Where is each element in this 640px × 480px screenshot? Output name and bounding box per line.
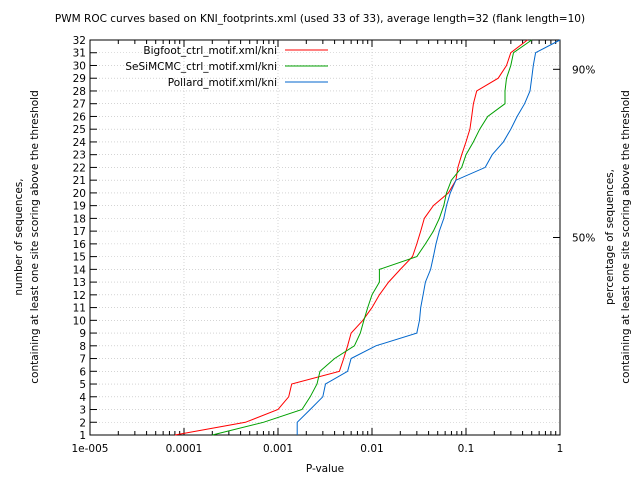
- y-tick-label: 10: [73, 315, 86, 327]
- y-tick-label: 25: [73, 124, 86, 136]
- y-tick-label: 32: [73, 35, 86, 47]
- y-tick-label: 31: [73, 48, 86, 60]
- legend-label-3: Pollard_motif.xml/kni: [168, 77, 277, 89]
- series-line-2: [212, 39, 532, 436]
- x-tick-label: 1: [557, 443, 564, 455]
- y-tick-label: 20: [73, 188, 86, 200]
- y-tick-label: 5: [79, 379, 86, 391]
- y-tick-label: 30: [73, 60, 86, 72]
- y-tick-label: 14: [73, 264, 87, 276]
- y-tick-label: 7: [79, 354, 86, 366]
- y-tick-label: 23: [73, 150, 86, 162]
- y2-axis-label-line2: containing at least one site scoring abo…: [620, 90, 632, 383]
- y-axis-label-line1: number of sequences,: [13, 178, 25, 295]
- y-tick-label: 8: [79, 341, 86, 353]
- y2-tick-label: 90%: [572, 64, 595, 76]
- x-axis-label: P-value: [306, 463, 344, 475]
- y-tick-label: 1: [79, 430, 86, 442]
- y-tick-label: 12: [73, 290, 86, 302]
- y-tick-label: 21: [73, 175, 86, 187]
- y-tick-label: 9: [79, 328, 86, 340]
- y2-axis: 50% 90%: [553, 64, 595, 245]
- chart-title: PWM ROC curves based on KNI_footprints.x…: [55, 13, 585, 25]
- y-axis-label-line2: containing at least one site scoring abo…: [29, 90, 41, 383]
- y-tick-label: 16: [73, 239, 87, 251]
- y-axis: 1234567891011121314151617181920212223242…: [73, 35, 97, 442]
- y-tick-label: 22: [73, 162, 86, 174]
- series-line-1: [174, 39, 528, 436]
- series-lines: [174, 39, 561, 436]
- series-line-3: [296, 39, 561, 435]
- legend-label-2: SeSiMCMC_ctrl_motif.xml/kni: [125, 61, 277, 73]
- plot-frame: [89, 39, 561, 436]
- x-tick-label: 0.001: [263, 443, 293, 455]
- y-tick-label: 15: [73, 252, 86, 264]
- legend-label-1: Bigfoot_ctrl_motif.xml/kni: [143, 45, 277, 57]
- y-tick-label: 18: [73, 213, 86, 225]
- x-tick-label: 1e-005: [72, 443, 109, 455]
- y-tick-label: 29: [73, 73, 86, 85]
- y-tick-label: 19: [73, 201, 86, 213]
- y2-tick-label: 50%: [572, 233, 595, 245]
- y-tick-label: 26: [73, 111, 87, 123]
- y-tick-label: 13: [73, 277, 86, 289]
- y2-axis-label-line1: percentage of sequences,: [604, 169, 616, 305]
- y-tick-label: 2: [79, 417, 86, 429]
- x-axis: 1e-005 0.0001 0.001 0.01 0.1 1: [72, 40, 564, 455]
- y-tick-label: 24: [73, 137, 87, 149]
- y-tick-label: 3: [79, 405, 86, 417]
- y-tick-label: 6: [79, 366, 86, 378]
- y-tick-label: 27: [73, 99, 86, 111]
- grid: [89, 39, 561, 436]
- x-tick-label: 0.01: [360, 443, 383, 455]
- legend: Bigfoot_ctrl_motif.xml/kni SeSiMCMC_ctrl_…: [125, 45, 328, 89]
- y-tick-label: 28: [73, 86, 86, 98]
- y-tick-label: 4: [79, 392, 86, 404]
- x-tick-label: 0.0001: [166, 443, 203, 455]
- x-tick-label: 0.1: [458, 443, 475, 455]
- y-tick-label: 11: [73, 303, 86, 315]
- y-tick-label: 17: [73, 226, 86, 238]
